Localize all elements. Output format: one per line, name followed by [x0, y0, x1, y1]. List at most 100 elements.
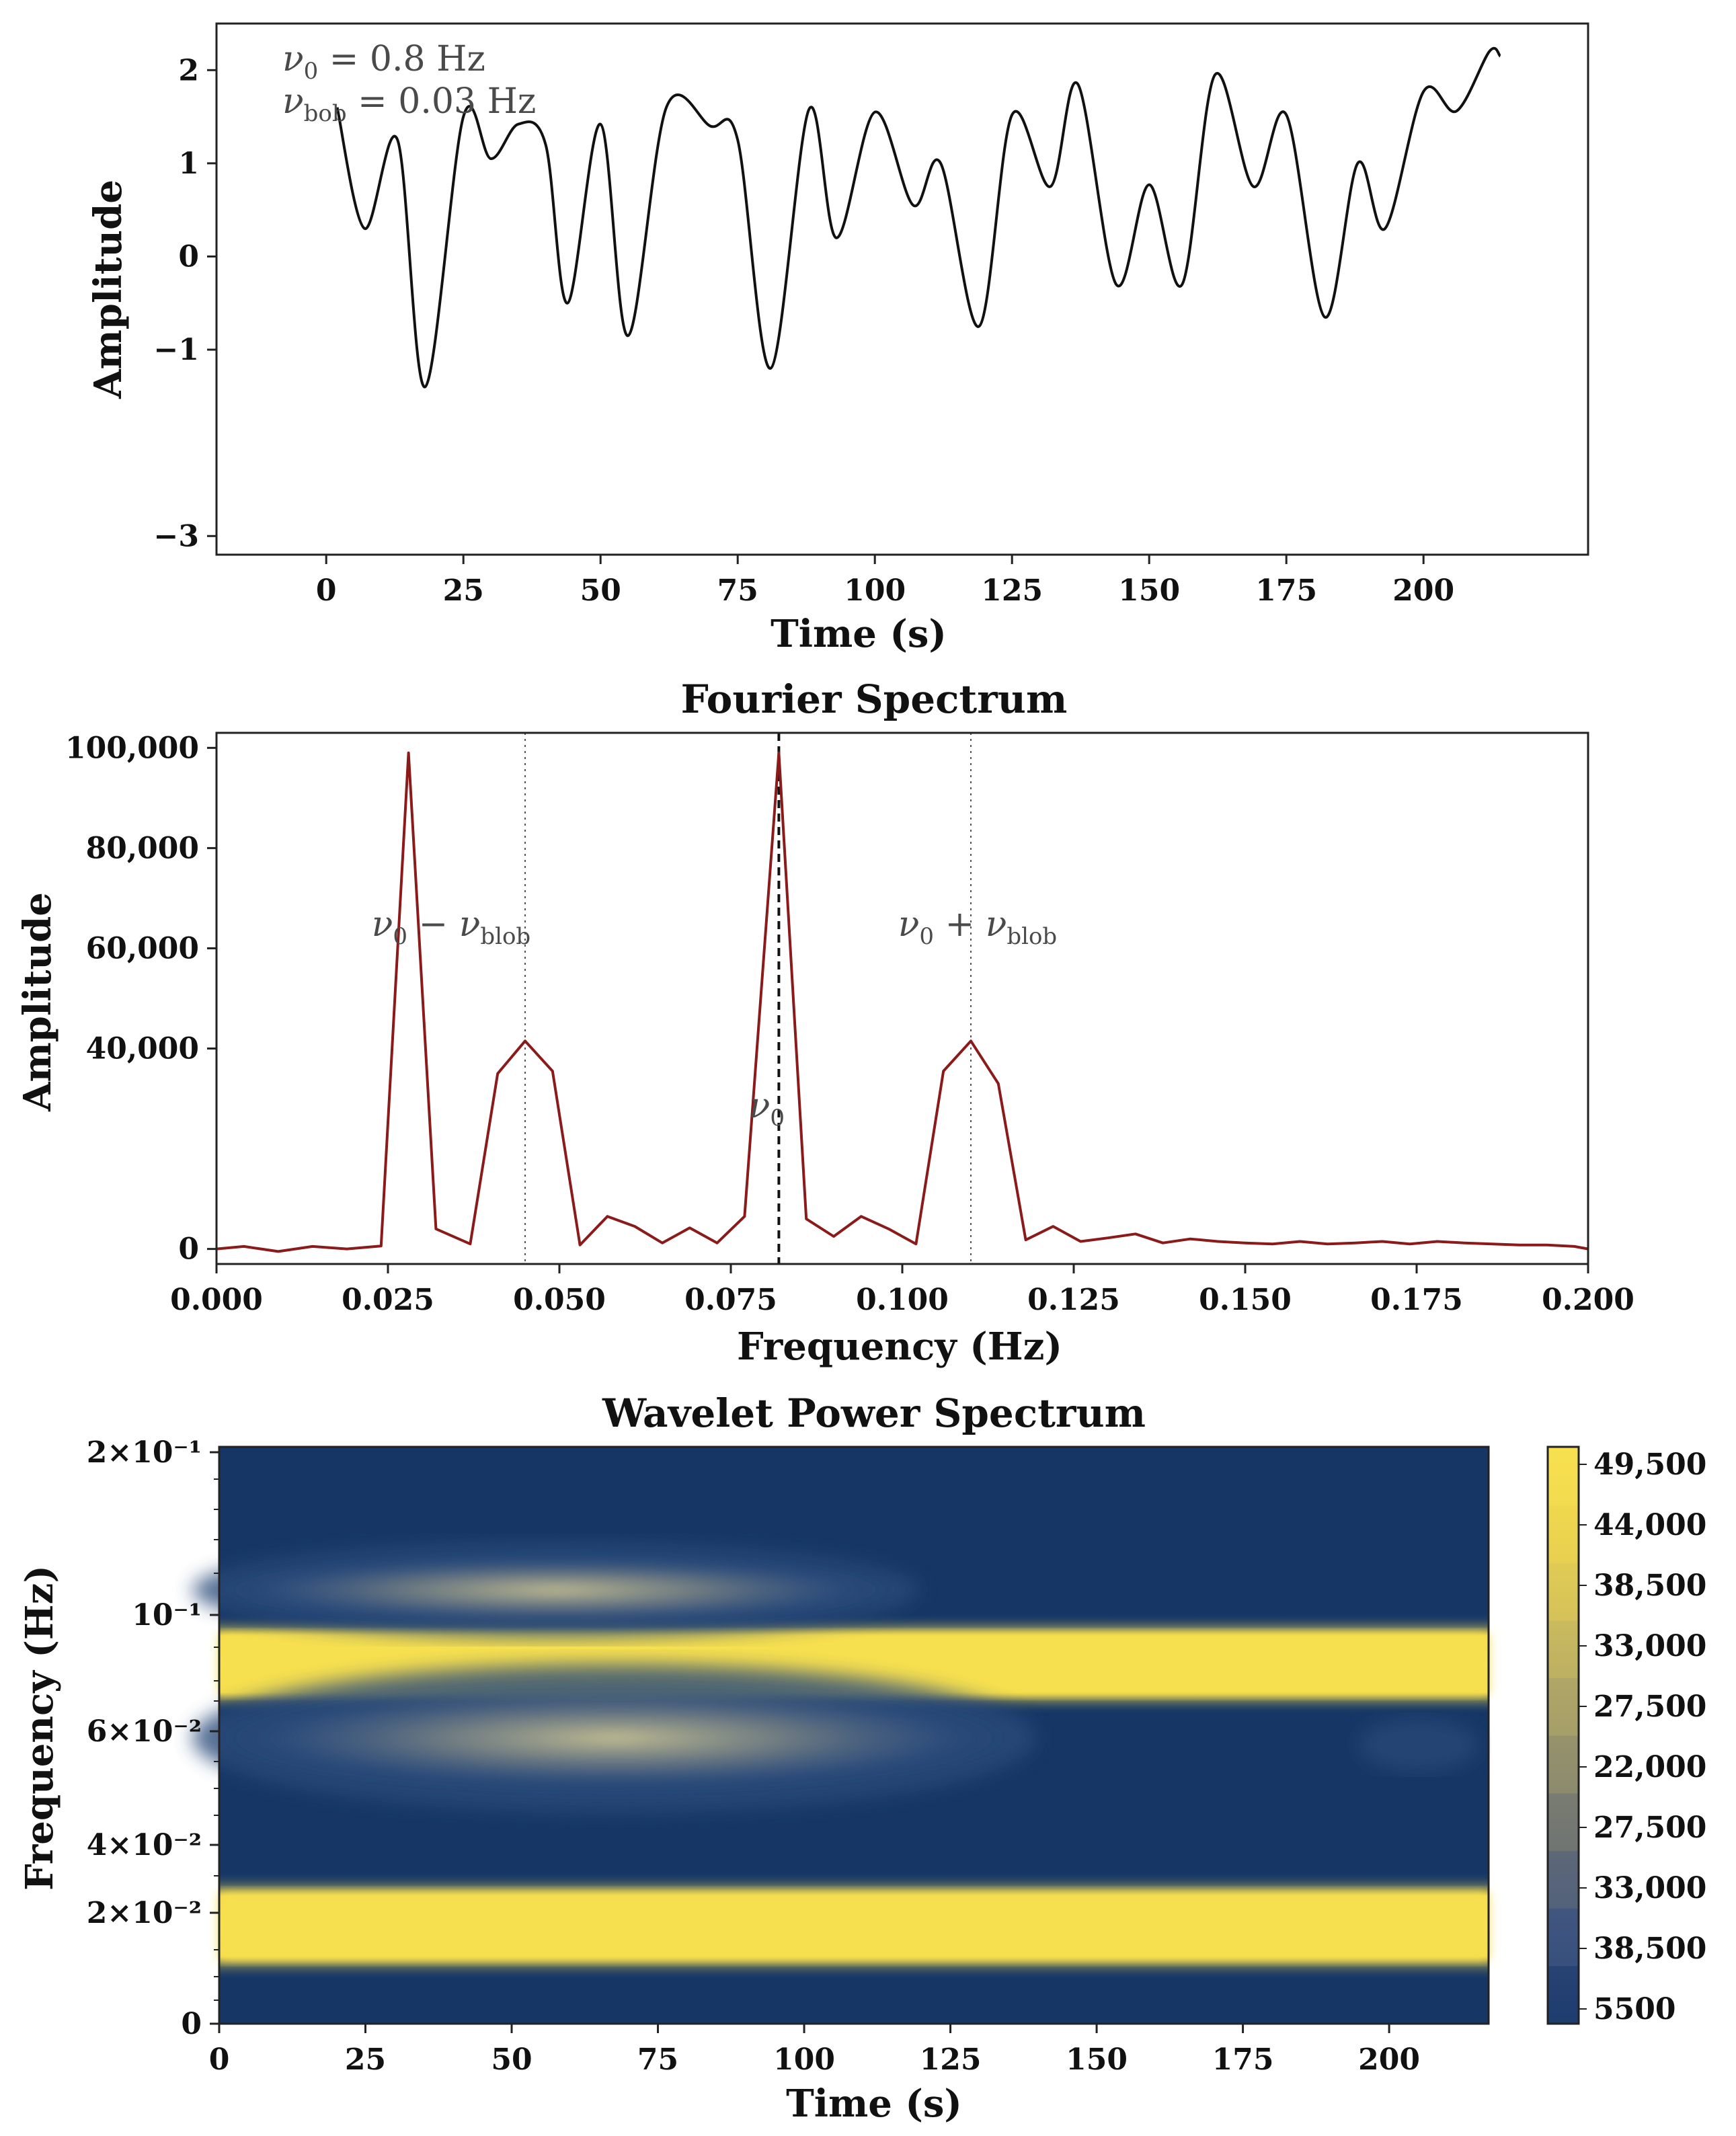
colorbar-tick-label: 38,500 — [1593, 1932, 1706, 1966]
colorbar-tick-label: 27,500 — [1593, 1811, 1706, 1845]
nubob-annotation-sub: bob — [304, 100, 347, 127]
y-tick-label: 2×10⁻² — [87, 1896, 202, 1930]
fourier-vline-label: ν0 — [749, 1086, 785, 1132]
wavelet-x-ticks: 0 25 50 75 100 125 150 175 200 — [209, 2024, 1420, 2077]
colorbar-tick-label: 33,000 — [1593, 1629, 1706, 1663]
colorbar-step — [1548, 1620, 1579, 1679]
fourier-vline-label: ν0 + νblob — [898, 904, 1057, 950]
nu0-annotation: ν0 = 0.8 Hz — [282, 39, 485, 85]
x-tick-label: 0.200 — [1542, 1283, 1634, 1317]
y-tick-label: −1 — [154, 333, 199, 367]
x-tick-label: 50 — [580, 573, 621, 608]
nu0-annotation-symbol: ν — [282, 39, 304, 79]
colorbar-ticks: 49,500 44,000 38,500 33,000 27,500 22,000 27,5… — [1579, 1448, 1706, 2026]
x-tick-label: 0.125 — [1027, 1283, 1120, 1317]
y-tick-label: 6×10⁻² — [87, 1714, 202, 1749]
wavelet-title: Wavelet Power Spectrum — [602, 1390, 1146, 1436]
colorbar-frame — [1546, 1446, 1580, 2025]
x-tick-label: 25 — [443, 573, 484, 608]
nu0-annotation-sub: 0 — [304, 58, 319, 85]
colorbar-steps — [1548, 1447, 1579, 2024]
time-series-x-ticks: 0 25 50 75 100 125 150 175 200 — [316, 555, 1454, 608]
colorbar-tick-label: 49,500 — [1593, 1448, 1706, 1482]
colorbar-tick-label: 22,000 — [1593, 1750, 1706, 1784]
y-tick-label: 0 — [181, 2007, 202, 2041]
fourier-x-label: Frequency (Hz) — [737, 1324, 1062, 1369]
x-tick-label: 200 — [1358, 2043, 1420, 2077]
x-tick-label: 0.100 — [856, 1283, 949, 1317]
x-tick-label: 175 — [1255, 573, 1317, 608]
wavelet-band — [219, 1557, 892, 1623]
x-tick-label: 150 — [1066, 2043, 1128, 2077]
colorbar-step — [1548, 1792, 1579, 1852]
wavelet-bands — [192, 1543, 1489, 1980]
colorbar-step — [1548, 1677, 1579, 1736]
wavelet-band — [219, 1893, 1489, 1960]
y-tick-label: 40,000 — [86, 1032, 199, 1066]
colorbar-tick-label: 27,500 — [1593, 1690, 1706, 1724]
y-tick-label: −3 — [154, 519, 199, 553]
nu0-annotation-text: = 0.8 Hz — [318, 39, 485, 79]
x-tick-label: 175 — [1212, 2043, 1274, 2077]
x-tick-label: 0.000 — [170, 1283, 263, 1317]
y-tick-label: 100,000 — [65, 731, 199, 765]
x-tick-label: 0.025 — [342, 1283, 434, 1317]
colorbar-step — [1548, 1562, 1579, 1621]
x-tick-label: 0 — [209, 2043, 230, 2077]
fourier-title: Fourier Spectrum — [681, 676, 1068, 722]
time-series-panel: 0 25 50 75 100 125 150 175 200 210−1−3 Time (s) … — [86, 22, 1589, 656]
x-tick-label: 125 — [981, 573, 1043, 608]
colorbar-step — [1548, 1504, 1579, 1563]
x-tick-label: 75 — [637, 2043, 678, 2077]
time-series-line — [336, 46, 1501, 389]
x-tick-label: 25 — [345, 2043, 386, 2077]
nubob-annotation: νbob = 0.03 Hz — [282, 81, 536, 127]
wavelet-y-ticks: 2×10⁻¹ 10⁻¹ 6×10⁻² 4×10⁻² 2×10⁻² 0 — [87, 1435, 219, 2041]
colorbar-step — [1548, 1447, 1579, 1505]
fourier-panel: Fourier Spectrum 0.000 0.025 0.050 0.075 0.1… — [15, 676, 1634, 1369]
x-tick-label: 200 — [1392, 573, 1454, 608]
colorbar-step — [1548, 1908, 1579, 1967]
nubob-annotation-text: = 0.03 Hz — [347, 81, 537, 122]
y-tick-label: 80,000 — [86, 831, 199, 865]
time-series-line-group — [336, 46, 1501, 389]
y-tick-label: 60,000 — [86, 931, 199, 965]
wavelet-plot-frame — [218, 1446, 1490, 2025]
colorbar-tick-label: 33,000 — [1593, 1871, 1706, 1905]
x-tick-label: 150 — [1118, 573, 1180, 608]
x-tick-label: 75 — [717, 573, 758, 608]
x-tick-label: 0.050 — [513, 1283, 606, 1317]
fourier-vline-label: ν0 − νblob — [372, 904, 530, 950]
time-series-x-label: Time (s) — [771, 612, 947, 656]
nubob-annotation-symbol: ν — [282, 81, 304, 122]
y-tick-label: 2×10⁻¹ — [87, 1435, 202, 1470]
time-series-y-ticks: 2 1 0 −1 −3 — [154, 53, 216, 553]
x-tick-label: 100 — [844, 573, 906, 608]
colorbar-step — [1548, 1735, 1579, 1794]
fourier-line — [216, 751, 1589, 1253]
x-tick-label: 50 — [491, 2043, 532, 2077]
wavelet-band-faint — [1357, 1718, 1479, 1772]
x-tick-label: 125 — [920, 2043, 982, 2077]
time-series-y-label: Amplitude — [86, 180, 130, 399]
x-tick-label: 100 — [773, 2043, 835, 2077]
fourier-y-label: Amplitude — [15, 892, 60, 1112]
colorbar-step — [1548, 1966, 1579, 2024]
colorbar-tick-label: 44,000 — [1593, 1508, 1706, 1542]
fourier-line-group — [216, 751, 1589, 1253]
fourier-y-ticks: 0 40,000 60,000 80,000 100,000 — [65, 731, 216, 1267]
x-tick-label: 0.075 — [684, 1283, 777, 1317]
x-tick-label: 0 — [316, 573, 337, 608]
y-tick-label: 1 — [178, 147, 199, 181]
x-tick-label: 0.175 — [1370, 1283, 1463, 1317]
colorbar-step — [1548, 1850, 1579, 1909]
fourier-vline-labels: ν0 − νblob ν0 ν0 + νblob — [372, 904, 1057, 1132]
y-tick-label: 0 — [178, 239, 199, 274]
y-tick-label: 2 — [178, 53, 199, 87]
y-tick-label: 0 — [178, 1232, 199, 1267]
x-tick-label: 0.150 — [1199, 1283, 1292, 1317]
wavelet-band — [219, 1686, 1009, 1790]
y-tick-label: 10⁻¹ — [132, 1598, 202, 1632]
y-tick-label: 4×10⁻² — [87, 1828, 202, 1862]
